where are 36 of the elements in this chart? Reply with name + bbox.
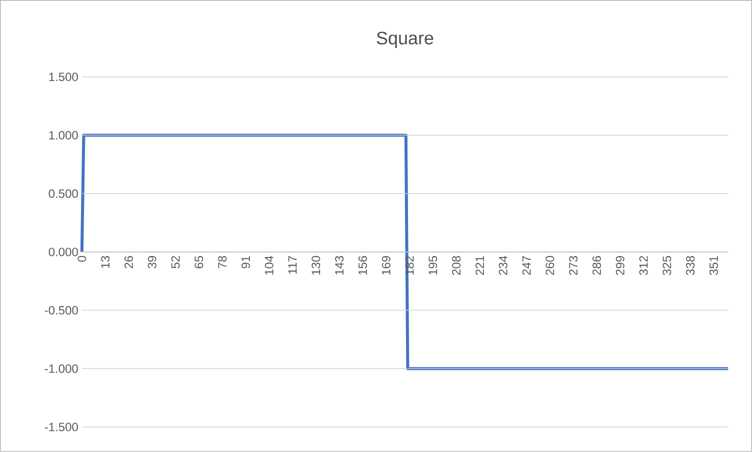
y-tick-label: 0.500 bbox=[48, 189, 78, 198]
x-tick-label: 0 bbox=[78, 256, 86, 262]
x-tick-label: 65 bbox=[194, 256, 204, 268]
x-tick-label: 156 bbox=[358, 256, 367, 275]
x-tick-label: 13 bbox=[101, 256, 110, 268]
x-tick-label: 351 bbox=[709, 256, 718, 276]
x-tick-label: 52 bbox=[171, 256, 180, 268]
x-tick-label: 195 bbox=[428, 256, 438, 275]
x-tick-label: 104 bbox=[264, 256, 274, 275]
y-tick-label: 1.000 bbox=[49, 131, 78, 140]
x-tick-label: 169 bbox=[382, 256, 390, 275]
y-tick-label: 0.000 bbox=[48, 248, 78, 256]
x-tick-label: 91 bbox=[241, 256, 250, 268]
x-tick-label: 312 bbox=[639, 256, 648, 276]
chart-title: Square bbox=[376, 32, 434, 48]
x-tick-label: 182 bbox=[405, 256, 414, 275]
x-tick-label: 273 bbox=[569, 256, 578, 275]
x-tick-label: 130 bbox=[312, 256, 320, 275]
x-tick-label: 39 bbox=[148, 256, 156, 268]
x-tick-label: 338 bbox=[686, 256, 695, 276]
x-tick-label: 78 bbox=[218, 256, 227, 268]
x-tick-label: 325 bbox=[662, 256, 672, 276]
x-tick-label: 143 bbox=[335, 256, 344, 275]
x-tick-label: 208 bbox=[452, 256, 461, 275]
x-tick-label: 247 bbox=[522, 256, 531, 275]
x-tick-label: 26 bbox=[124, 256, 133, 268]
y-tick-label: -1.500 bbox=[44, 422, 78, 432]
x-tick-label: 117 bbox=[288, 256, 297, 274]
x-tick-label: 286 bbox=[592, 256, 601, 275]
x-tick-label: 299 bbox=[616, 256, 624, 275]
x-tick-label: 221 bbox=[476, 256, 484, 275]
y-tick-label: -1.000 bbox=[44, 364, 78, 373]
x-tick-label: 234 bbox=[498, 256, 508, 275]
y-tick-label: 1.500 bbox=[49, 72, 78, 82]
y-tick-label: -0.500 bbox=[44, 306, 78, 315]
x-tick-label: 260 bbox=[546, 256, 554, 275]
